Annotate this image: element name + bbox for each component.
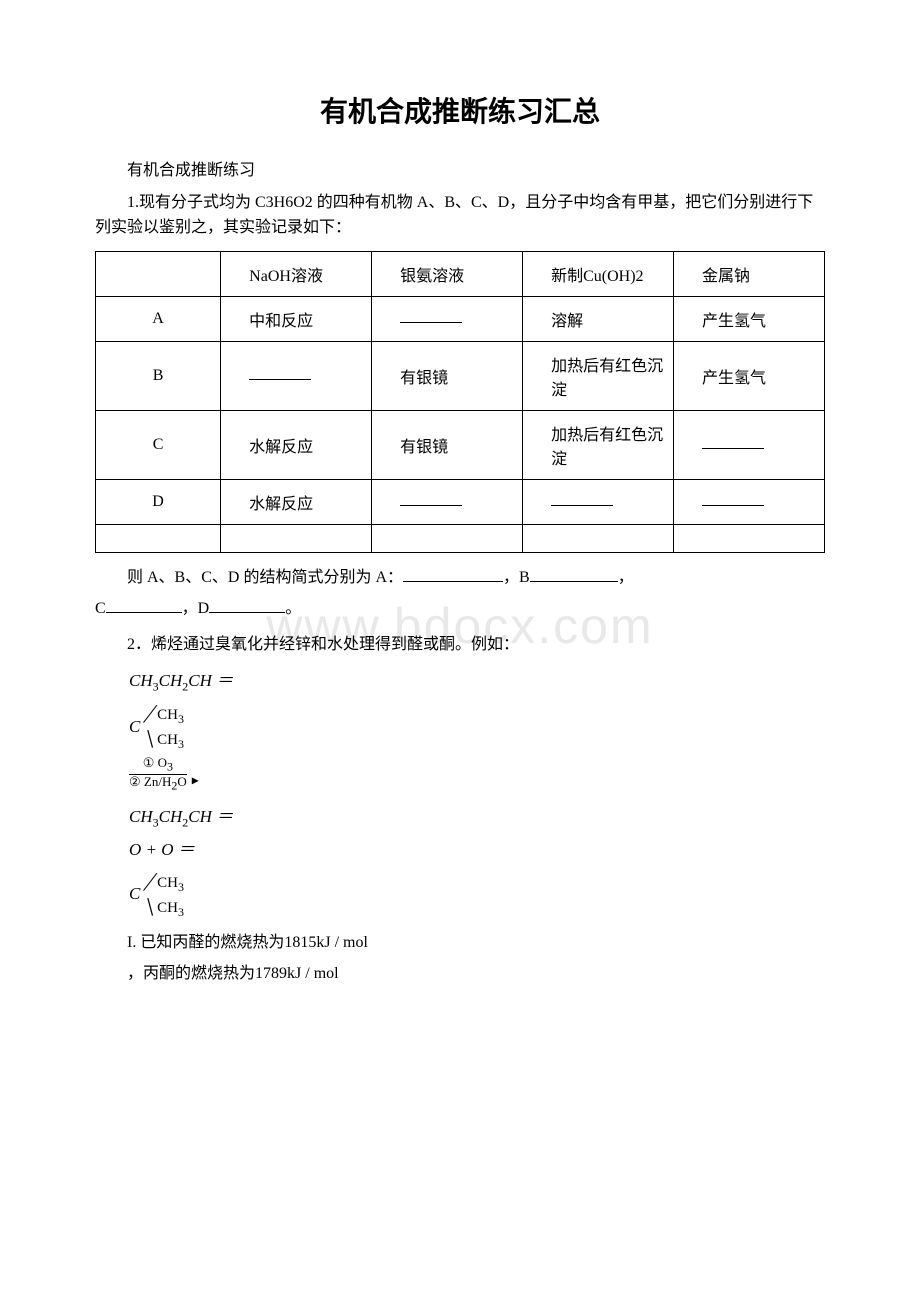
fill-text: ，B — [503, 569, 530, 586]
fill-text: ，D — [182, 600, 210, 617]
experiment-table: NaOH溶液 银氨溶液 新制Cu(OH)2 金属钠 A 中和反应 溶解 产生氢气… — [95, 251, 825, 553]
q1-fill-cont: C ，D 。 — [95, 596, 825, 622]
cell: 中和反应 — [221, 296, 372, 341]
table-header: 金属钠 — [674, 251, 825, 296]
cell: 产生氢气 — [674, 296, 825, 341]
row-label: C — [96, 410, 221, 479]
q1-fill: 则 A、B、C、D 的结构简式分别为 A：，B， — [95, 565, 825, 591]
fill-text: 则 A、B、C、D 的结构简式分别为 A： — [127, 569, 403, 586]
table-row — [96, 524, 825, 552]
cell: 水解反应 — [221, 479, 372, 524]
cell — [372, 296, 523, 341]
reaction-formula: CH3CH2CH ＝ C ╱ CH3 ╲ CH3 ① O3 ② Zn/H2O ▸… — [129, 668, 825, 920]
cell — [221, 341, 372, 410]
cell: 有银镜 — [372, 341, 523, 410]
table-header-row: NaOH溶液 银氨溶液 新制Cu(OH)2 金属钠 — [96, 251, 825, 296]
row-label: A — [96, 296, 221, 341]
cell — [523, 479, 674, 524]
q2-intro: 2．烯烃通过臭氧化并经锌和水处理得到醛或酮。例如： — [95, 632, 825, 658]
q2-text-1: I. 已知丙醛的燃烧热为1815kJ / mol — [95, 930, 825, 956]
cell — [674, 410, 825, 479]
cell — [674, 479, 825, 524]
cell: 产生氢气 — [674, 341, 825, 410]
page-title: 有机合成推断练习汇总 — [95, 90, 825, 130]
blank-b — [530, 566, 618, 582]
q1-intro: 1.现有分子式均为 C3H6O2 的四种有机物 A、B、C、D，且分子中均含有甲… — [95, 190, 825, 241]
blank-a — [403, 566, 503, 582]
cell — [372, 479, 523, 524]
table-header — [96, 251, 221, 296]
subtitle: 有机合成推断练习 — [95, 158, 825, 184]
fill-text: 。 — [285, 600, 301, 617]
table-header: NaOH溶液 — [221, 251, 372, 296]
table-row: A 中和反应 溶解 产生氢气 — [96, 296, 825, 341]
cell: 加热后有红色沉淀 — [523, 341, 674, 410]
blank-c — [106, 597, 182, 613]
table-header: 新制Cu(OH)2 — [523, 251, 674, 296]
cell: 水解反应 — [221, 410, 372, 479]
fill-text: C — [95, 600, 106, 617]
table-header: 银氨溶液 — [372, 251, 523, 296]
table-row: C 水解反应 有银镜 加热后有红色沉淀 — [96, 410, 825, 479]
table-row: B 有银镜 加热后有红色沉淀 产生氢气 — [96, 341, 825, 410]
row-label: B — [96, 341, 221, 410]
cell: 有银镜 — [372, 410, 523, 479]
blank-d — [209, 597, 285, 613]
q2-text-2: ，丙酮的燃烧热为1789kJ / mol — [95, 961, 825, 987]
cell: 加热后有红色沉淀 — [523, 410, 674, 479]
row-label: D — [96, 479, 221, 524]
cell: 溶解 — [523, 296, 674, 341]
table-row: D 水解反应 — [96, 479, 825, 524]
